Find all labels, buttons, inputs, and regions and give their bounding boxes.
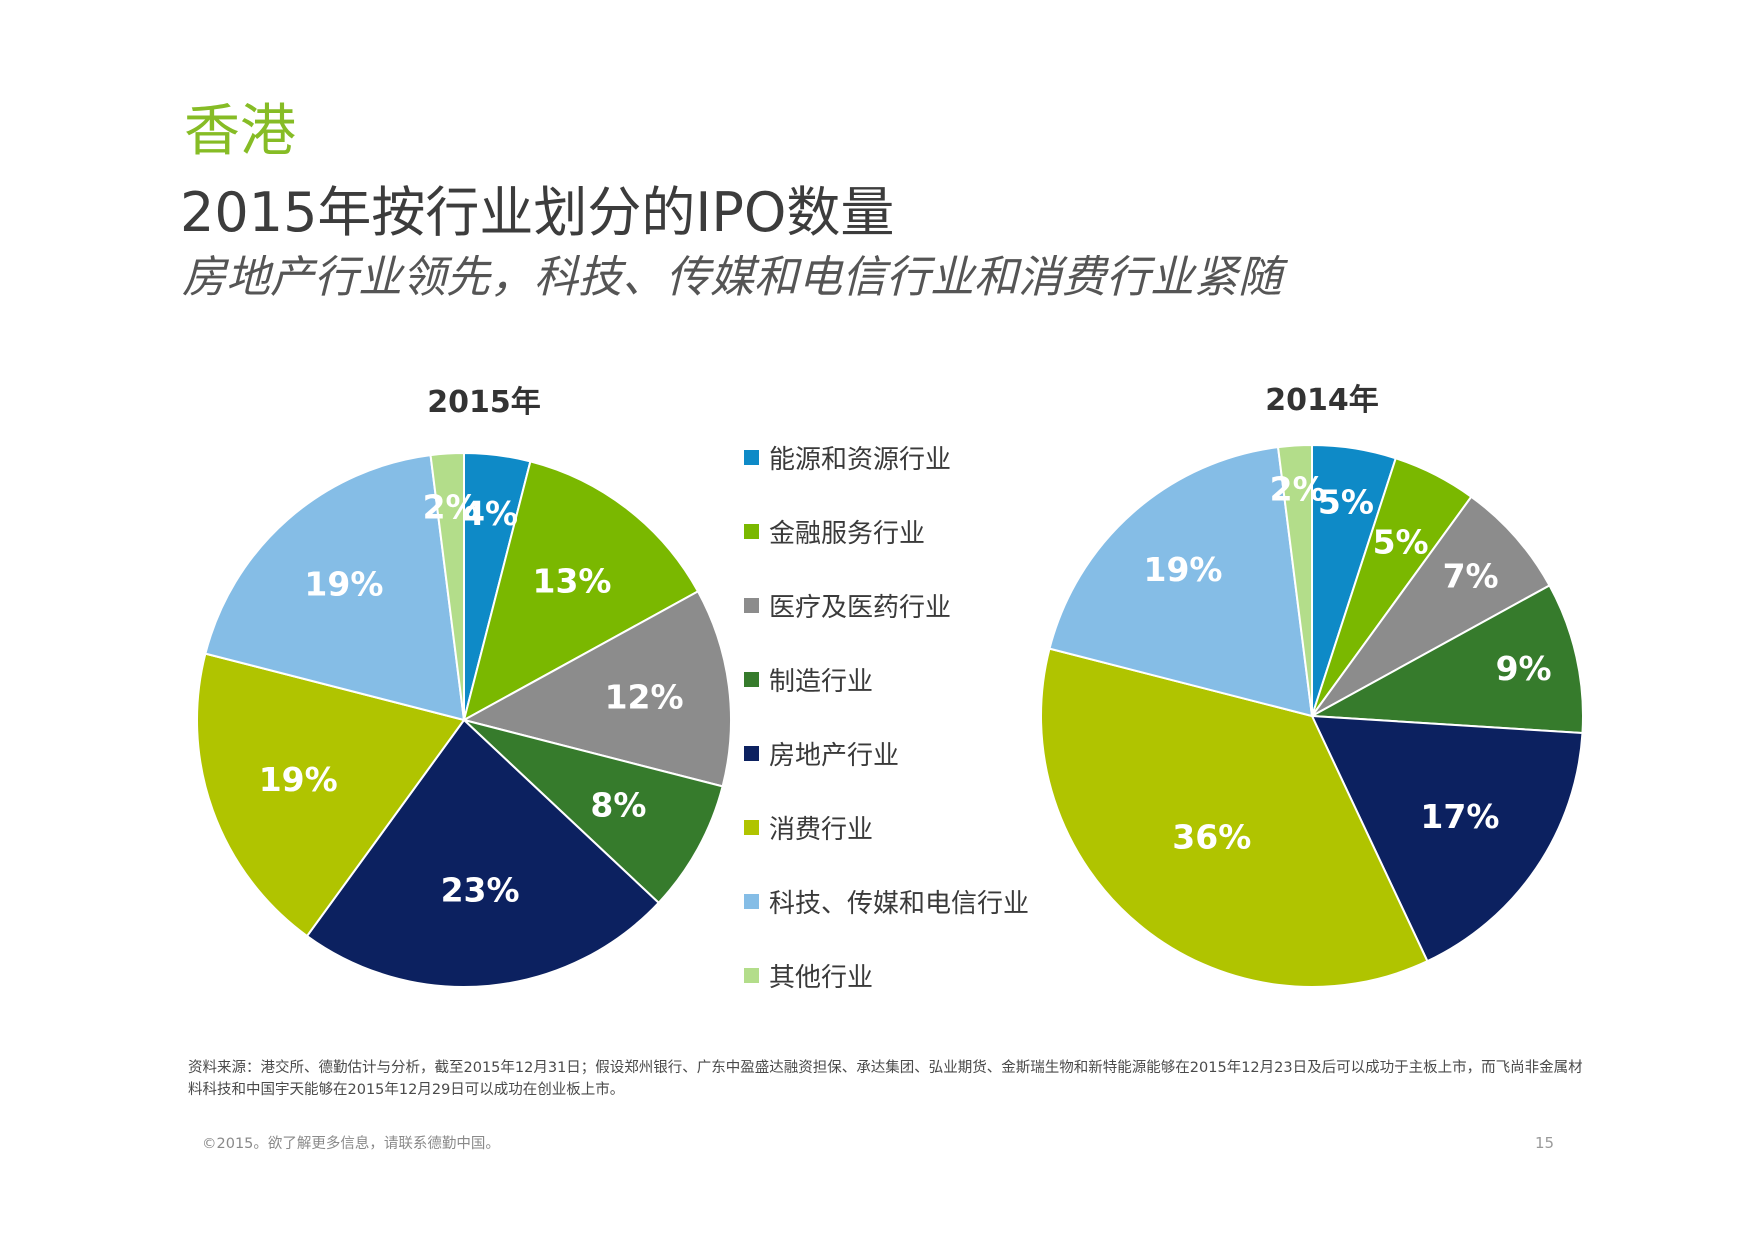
legend-item-other: 其他行业	[744, 958, 874, 993]
page-subtitle: 房地产行业领先，科技、传媒和电信行业和消费行业紧随	[182, 252, 1282, 303]
slice-2014-real-estate	[1310, 714, 1584, 963]
data-label-2015-real-estate: 23%	[441, 871, 520, 910]
legend-swatch-energy	[744, 449, 759, 465]
legend-swatch-real-estate	[744, 745, 759, 761]
data-label-2015-healthcare: 12%	[605, 678, 684, 717]
legend-label-healthcare: 医疗及医药行业	[769, 592, 952, 623]
source-footnote: 资料来源：港交所、德勤估计与分析，截至2015年12月31日；假设郑州银行、广东…	[188, 1060, 1583, 1098]
page-number: 15	[1535, 1134, 1555, 1152]
data-label-2015-financial: 13%	[533, 561, 612, 600]
data-label-2014-manufacturing: 9%	[1496, 649, 1552, 688]
page-title: 2015年按行业划分的IPO数量	[180, 181, 895, 244]
slice-2015-manufacturing	[463, 719, 724, 905]
legend-swatch-manufacturing	[744, 671, 759, 687]
legend-swatch-healthcare	[744, 597, 759, 613]
pie-chart-2015: 2015年 4% 13% 12% 8% 23% 19% 19% 2%	[196, 385, 732, 988]
legend-label-financial: 金融服务行业	[769, 518, 926, 549]
legend-label-other: 其他行业	[769, 962, 874, 993]
region-title: 香港	[184, 99, 296, 164]
data-label-2014-financial: 5%	[1373, 523, 1429, 562]
data-label-2015-tmt: 19%	[304, 564, 383, 603]
data-label-2014-tmt: 19%	[1144, 550, 1223, 589]
legend-item-financial: 金融服务行业	[744, 514, 926, 549]
chart-title-2014: 2014年	[1265, 383, 1379, 418]
slice-2014-healthcare	[1311, 495, 1551, 717]
data-label-2015-other: 2%	[423, 487, 479, 526]
slice-2014-manufacturing	[1308, 584, 1584, 735]
legend-swatch-tmt	[744, 893, 759, 909]
data-label-2015-energy: 4%	[462, 494, 518, 533]
legend-item-healthcare: 医疗及医药行业	[744, 588, 952, 623]
legend-item-tmt: 科技、传媒和电信行业	[744, 884, 1030, 919]
data-label-2015-manufacturing: 8%	[590, 785, 646, 824]
data-label-2014-real-estate: 17%	[1420, 797, 1499, 836]
slice-2015-financial	[462, 460, 700, 722]
slice-2015-tmt	[204, 453, 466, 722]
legend-item-manufacturing: 制造行业	[744, 662, 874, 697]
data-label-2014-other: 2%	[1270, 469, 1326, 508]
legend-label-manufacturing: 制造行业	[769, 666, 874, 697]
slice-2015-real-estate	[305, 718, 661, 988]
legend-label-energy: 能源和资源行业	[769, 444, 952, 475]
legend-label-consumer: 消费行业	[769, 814, 874, 845]
slice-2015-healthcare	[461, 590, 732, 788]
data-label-2015-consumer: 19%	[259, 760, 338, 799]
legend-item-consumer: 消费行业	[744, 810, 874, 845]
pie-chart-2014: 2014年 5%5% 7% 9% 17% 36% 19% 2%	[1039, 383, 1584, 988]
legend-swatch-consumer	[744, 819, 759, 835]
legend-swatch-other	[744, 967, 759, 983]
data-label-2014-energy: 5%	[1318, 482, 1374, 521]
legend-label-tmt: 科技、传媒和电信行业	[769, 888, 1030, 919]
slice-2014-tmt	[1048, 446, 1314, 718]
slice-2014-consumer	[1039, 647, 1429, 988]
legend-label-real-estate: 房地产行业	[769, 740, 900, 771]
legend-item-real-estate: 房地产行业	[744, 736, 900, 771]
data-label-2014-consumer: 36%	[1172, 818, 1251, 857]
chart-title-2015: 2015年	[427, 385, 541, 420]
slice-2014-other	[1276, 443, 1313, 717]
legend-item-energy: 能源和资源行业	[744, 440, 952, 475]
legend-swatch-financial	[744, 523, 759, 539]
data-label-2014-healthcare: 7%	[1443, 557, 1499, 596]
slice-2015-other	[429, 451, 465, 721]
slice-2015-consumer	[196, 652, 466, 938]
copyright: ©2015。欲了解更多信息，请联系德勤中国。	[202, 1136, 500, 1152]
